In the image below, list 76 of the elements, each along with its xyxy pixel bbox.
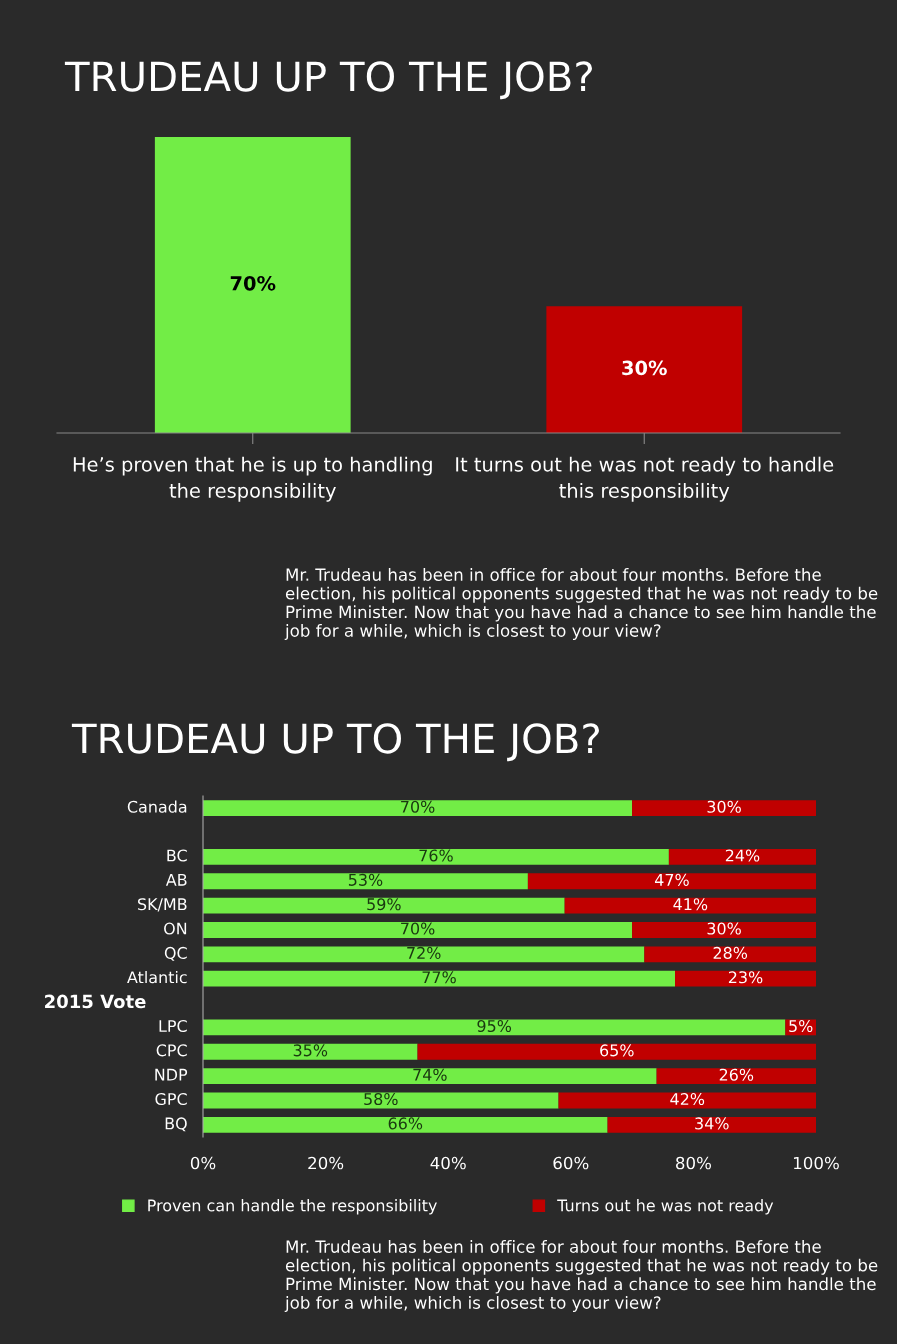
x-tick-label: 20% <box>308 1156 344 1170</box>
bar <box>558 1092 816 1109</box>
legend-label: Proven can handle the responsibility <box>148 1199 437 1215</box>
bar <box>607 1116 816 1133</box>
data-label: 76% <box>419 849 453 862</box>
y-tick-label: CPC <box>156 1044 187 1057</box>
bar <box>203 1019 786 1036</box>
data-label: 66% <box>388 1117 423 1130</box>
x-tick-label: 40% <box>430 1156 466 1170</box>
data-label: 5% <box>789 1019 813 1033</box>
chart-title: TRUDEAU UP TO THE JOB? <box>64 61 592 100</box>
text: Mr. Trudeau has been in office for about four months. Before the election, his political opponents suggested that he was not ready to be Prime Minister. Now that you have had a chance to see him handle the job for a while, which is closest to your view? <box>284 568 878 641</box>
data-label: 30% <box>707 922 741 935</box>
x-tick-label: It turns out he was not ready to handle this responsibility <box>456 456 834 502</box>
bar <box>675 970 816 987</box>
y-tick-label: Atlantic <box>127 970 187 984</box>
data-label: 53% <box>348 873 383 886</box>
bar <box>564 897 816 914</box>
data-label: 23% <box>728 971 763 984</box>
bar <box>644 946 816 963</box>
chart-title: TRUDEAU UP TO THE JOB? <box>71 723 599 762</box>
data-label: 70% <box>401 922 435 935</box>
data-label: 95% <box>477 1019 512 1033</box>
data-label: 42% <box>670 1093 705 1106</box>
bar <box>203 800 633 817</box>
y-tick-label: AB <box>165 874 187 886</box>
data-label: 30% <box>622 360 667 376</box>
data-label: 70% <box>230 275 276 291</box>
data-label: 26% <box>719 1068 754 1081</box>
text: 2015 Vote <box>45 994 146 1009</box>
data-label: 28% <box>713 946 748 959</box>
data-label: 41% <box>673 898 708 911</box>
text: Mr. Trudeau has been in office for about four months. Before the election, his political opponents suggested that he was not ready to be Prime Minister. Now that you have had a chance to see him handle the job for a while, which is closest to your view? <box>284 1240 878 1313</box>
bar <box>203 1068 657 1085</box>
data-label: 59% <box>367 898 401 911</box>
bar <box>417 1043 816 1060</box>
x-tick-label: 0% <box>190 1156 216 1170</box>
bar <box>203 946 645 963</box>
y-tick-label: BC <box>167 849 187 862</box>
bar <box>203 922 633 938</box>
y-tick-label: LPC <box>159 1019 187 1033</box>
x-tick-label: 80% <box>676 1156 711 1170</box>
bar <box>632 922 816 938</box>
x-tick-label: 60% <box>553 1156 589 1170</box>
y-tick-label: NDP <box>155 1068 188 1081</box>
bar <box>203 897 565 914</box>
x-tick-label: 100% <box>794 1156 839 1170</box>
y-tick-label: BQ <box>165 1117 187 1132</box>
y-tick-label: ON <box>164 922 187 935</box>
data-label: 77% <box>422 971 456 984</box>
data-label: 70% <box>401 800 435 813</box>
y-tick-label: GPC <box>155 1093 187 1106</box>
bar <box>668 848 816 865</box>
data-label: 30% <box>707 800 741 813</box>
bar <box>203 1116 608 1133</box>
data-label: 24% <box>725 849 760 862</box>
data-label: 47% <box>654 873 689 886</box>
bar <box>632 800 816 817</box>
data-label: 34% <box>695 1117 729 1130</box>
bar <box>203 1043 418 1060</box>
y-tick-label: SK/MB <box>137 898 187 912</box>
data-label: 35% <box>293 1044 328 1057</box>
data-label: 65% <box>600 1044 634 1057</box>
y-tick-label: Canada <box>127 800 187 813</box>
bar <box>656 1068 816 1085</box>
x-tick-label: He’s proven that he is up to handling the responsibility <box>73 456 432 502</box>
bar <box>203 970 676 987</box>
bar <box>203 1092 559 1109</box>
bar <box>203 848 669 865</box>
legend-label: Turns out he was not ready <box>557 1199 774 1215</box>
data-label: 74% <box>413 1068 447 1081</box>
data-label: 72% <box>407 946 441 959</box>
bar <box>203 873 528 890</box>
data-label: 58% <box>364 1093 398 1106</box>
bar <box>527 873 816 890</box>
y-tick-label: QC <box>164 946 187 961</box>
